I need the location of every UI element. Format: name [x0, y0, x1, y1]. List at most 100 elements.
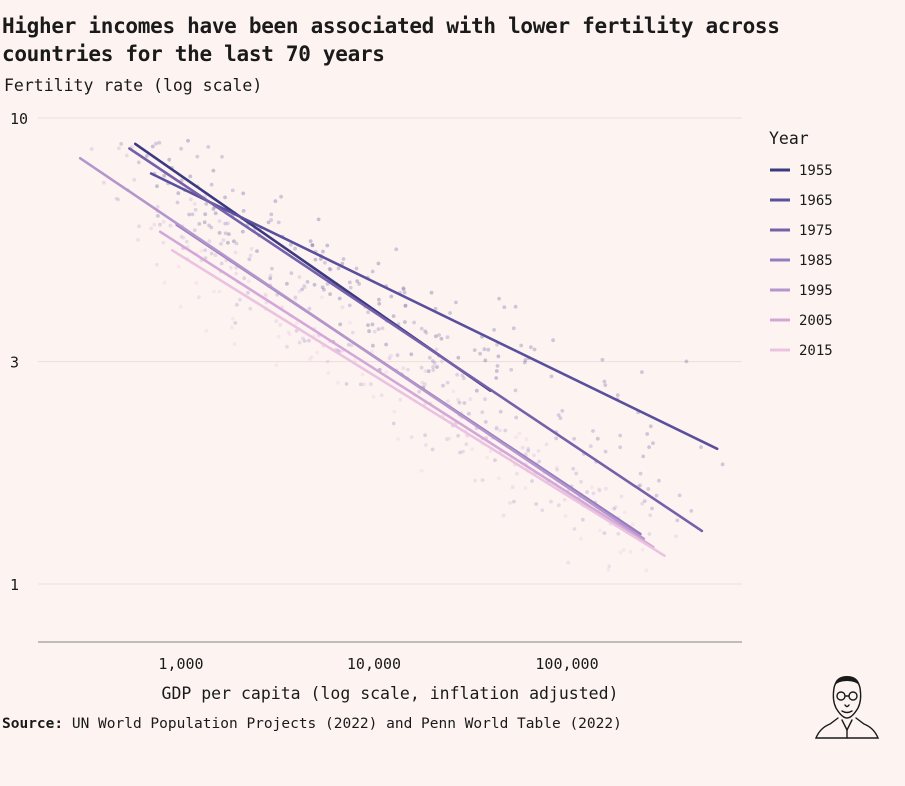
y-tick-label: 3	[10, 354, 19, 372]
scatter-point	[199, 249, 204, 253]
scatter-point	[394, 247, 399, 252]
scatter-point	[204, 328, 209, 333]
scatter-point	[588, 444, 593, 449]
scatter-point	[323, 260, 327, 265]
scatter-point	[371, 343, 375, 348]
scatter-point	[513, 304, 518, 309]
scatter-point	[114, 196, 119, 201]
scatter-point	[430, 447, 435, 452]
scatter-point	[344, 382, 349, 386]
scatter-point	[423, 433, 427, 438]
scatter-point	[285, 281, 289, 286]
scatter-point	[389, 353, 393, 358]
scatter-point	[376, 327, 381, 331]
scatter-point	[461, 449, 465, 454]
scatter-point	[461, 376, 466, 381]
scatter-point	[596, 487, 601, 492]
scatter-point	[279, 194, 283, 199]
scatter-point	[366, 310, 370, 315]
scatter-point	[217, 231, 222, 235]
scatter-point	[464, 442, 469, 446]
scatter-point	[341, 257, 346, 261]
scatter-point	[268, 276, 273, 281]
scatter-point	[628, 549, 633, 554]
scatter-point	[325, 282, 330, 286]
scatter-point	[234, 265, 239, 270]
scatter-point	[638, 471, 643, 476]
scatter-point	[396, 437, 400, 441]
scatter-point	[457, 400, 462, 405]
scatter-point	[558, 416, 563, 420]
scatter-point	[398, 397, 403, 402]
scatter-point	[495, 364, 500, 368]
scatter-point	[195, 154, 200, 159]
scatter-point	[326, 371, 331, 375]
scatter-point	[403, 320, 407, 324]
trend-line-1965	[149, 172, 719, 451]
chart-title: Higher incomes have been associated with…	[2, 14, 780, 66]
scatter-point	[618, 445, 623, 450]
scatter-point	[508, 501, 512, 505]
scatter-point	[603, 383, 608, 387]
scatter-point	[492, 328, 496, 332]
source-note: Source: UN World Population Projects (20…	[2, 716, 622, 732]
scatter-point	[327, 267, 332, 271]
scatter-point	[319, 295, 324, 300]
scatter-point	[674, 534, 679, 539]
scatter-point	[246, 279, 251, 284]
scatter-point	[473, 478, 477, 483]
scatter-point	[384, 370, 388, 375]
legend-label-1955: 1955	[799, 163, 833, 179]
scatter-point	[496, 354, 501, 359]
scatter-point	[340, 305, 345, 310]
scatter-point	[336, 266, 341, 271]
scatter-point	[269, 212, 274, 217]
scatter-point	[395, 353, 400, 358]
scatter-point	[276, 220, 281, 225]
scatter-point	[494, 369, 499, 373]
scatter-point	[233, 250, 238, 255]
y-tick-labels: 10 3 1	[10, 110, 28, 594]
scatter-point	[269, 218, 273, 222]
scatter-point	[523, 358, 528, 362]
scatter-point	[523, 452, 528, 457]
scatter-point	[580, 517, 585, 522]
scatter-point	[302, 283, 306, 288]
scatter-point	[212, 289, 216, 294]
scatter-point	[647, 532, 652, 536]
scatter-point	[598, 528, 602, 533]
scatter-point	[630, 522, 635, 527]
scatter-point	[483, 420, 488, 424]
scatter-point	[604, 486, 608, 491]
scatter-point	[412, 320, 416, 325]
scatter-point	[513, 388, 518, 393]
scatter-point	[509, 367, 514, 372]
scatter-point	[496, 476, 501, 481]
scatter-point	[647, 445, 651, 449]
scatter-point	[571, 466, 576, 471]
scatter-point	[517, 431, 522, 436]
scatter-point	[591, 491, 596, 496]
scatter-point	[423, 369, 428, 373]
scatter-point	[549, 374, 554, 379]
scatter-point	[168, 223, 173, 228]
scatter-point	[445, 380, 450, 385]
scatter-point	[520, 445, 525, 450]
scatter-point	[273, 199, 278, 204]
scatter-point	[300, 287, 304, 292]
scatter-point	[424, 331, 429, 335]
scatter-point	[641, 454, 646, 459]
scatter-point	[522, 360, 527, 365]
scatter-point	[157, 140, 162, 145]
scatter-point	[494, 426, 499, 431]
y-tick-label: 1	[10, 576, 19, 594]
scatter-point	[241, 209, 246, 213]
scatter-point	[448, 311, 452, 315]
scatter-point	[417, 389, 422, 394]
x-tick-label: 100,000	[535, 655, 598, 673]
scatter-point	[574, 471, 579, 476]
scatter-point	[406, 367, 410, 372]
scatter-point	[423, 329, 428, 334]
scatter-point	[144, 154, 149, 158]
scatter-point	[132, 177, 137, 182]
